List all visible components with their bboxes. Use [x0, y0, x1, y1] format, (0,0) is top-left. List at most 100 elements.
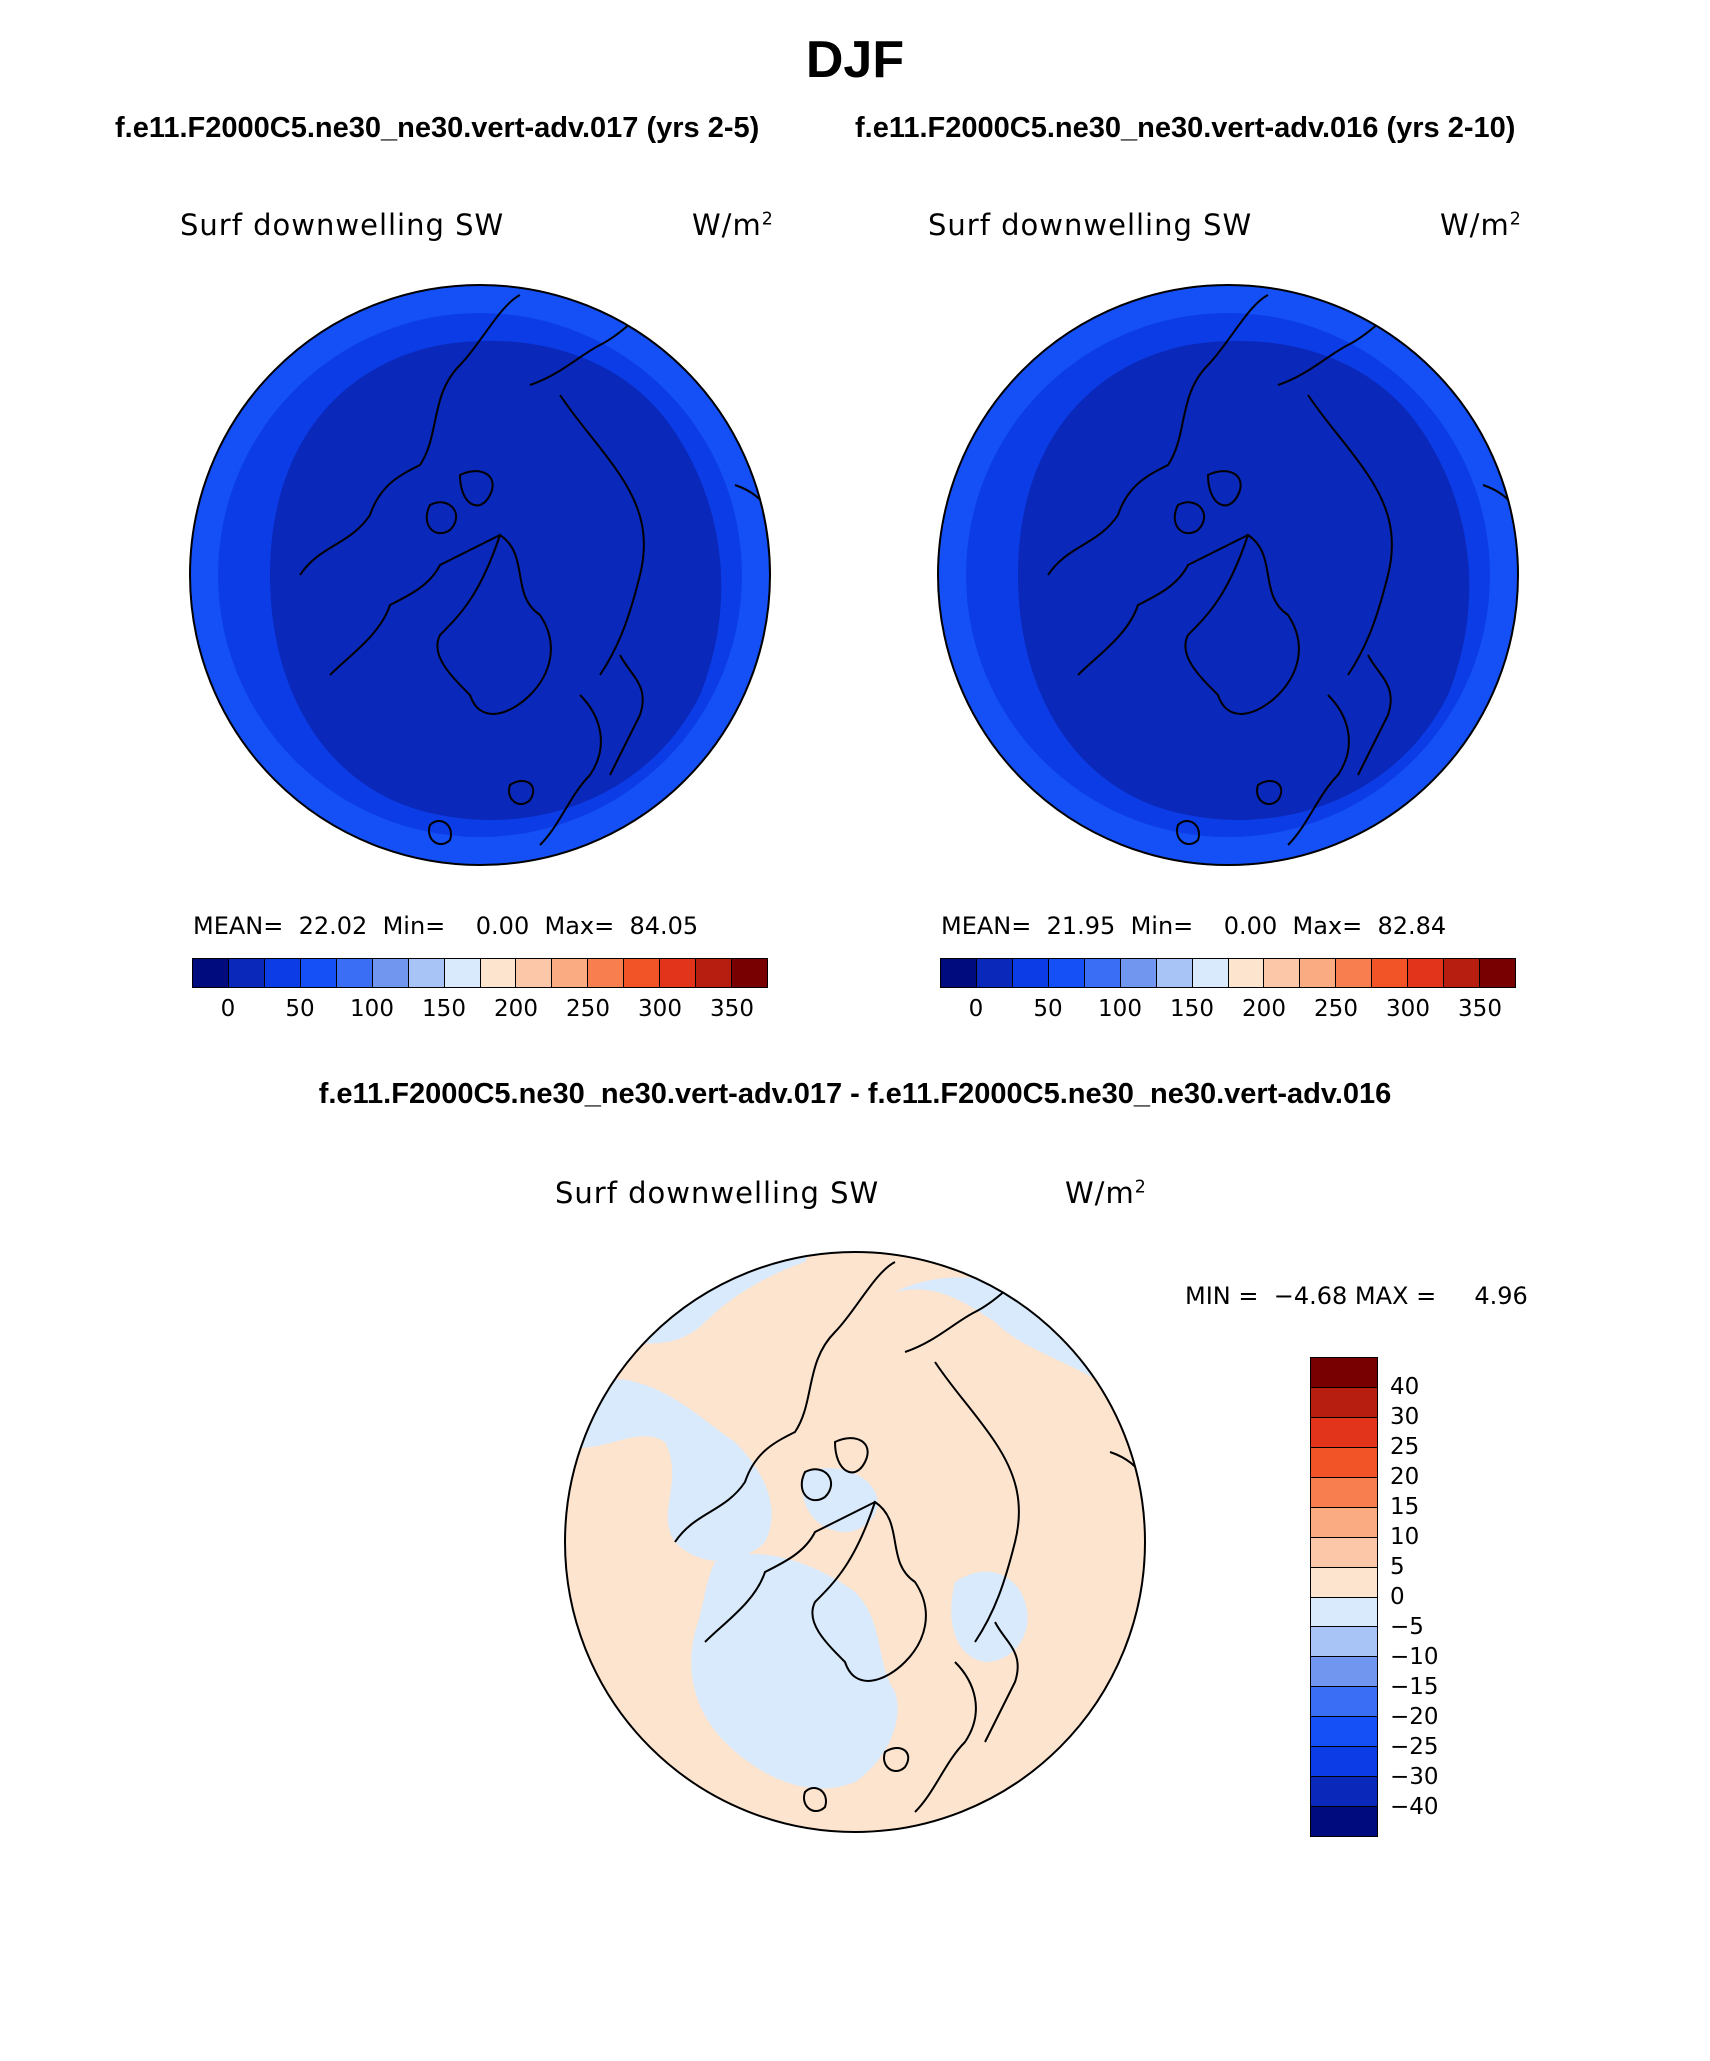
colorbar-swatch — [1480, 959, 1515, 987]
colorbar-swatch — [696, 959, 733, 987]
colorbar-swatch — [1311, 1807, 1377, 1836]
negative-region — [691, 1553, 898, 1789]
colorbar-tick-label: 100 — [350, 996, 394, 1022]
colorbar-swatch — [941, 959, 977, 987]
colorbar-swatch — [264, 959, 301, 987]
map-border — [189, 284, 771, 866]
map-border — [564, 1251, 1146, 1833]
left-variable-label: Surf downwelling SW — [180, 208, 505, 242]
colorbar-swatch — [1311, 1507, 1377, 1538]
colorbar-level-label: 10 — [1390, 1524, 1420, 1550]
colorbar-level-label: 25 — [1390, 1434, 1420, 1460]
colorbar-level-label: 30 — [1390, 1404, 1420, 1430]
left-polar-map — [189, 284, 771, 866]
colorbar-tick-label: 350 — [1458, 996, 1502, 1022]
right-polar-map — [937, 284, 1519, 866]
left-case-title: f.e11.F2000C5.ne30_ne30.vert-adv.017 (yr… — [115, 112, 760, 144]
right-units-label: W/m2 — [1440, 208, 1522, 242]
colorbar-level-label: −30 — [1390, 1764, 1439, 1790]
diff-units-label: W/m2 — [1065, 1176, 1147, 1210]
colorbar-level-label: −15 — [1390, 1674, 1439, 1700]
colorbar-tick-label: 300 — [638, 996, 682, 1022]
right-variable-label: Surf downwelling SW — [928, 208, 1253, 242]
colorbar-swatch — [1311, 1537, 1377, 1568]
coastlines — [1047, 294, 1518, 846]
units-exponent: 2 — [1509, 209, 1522, 230]
colorbar-swatch — [193, 959, 229, 987]
colorbar-swatch — [1228, 959, 1265, 987]
colorbar-level-label: 0 — [1390, 1584, 1405, 1610]
colorbar-swatch — [588, 959, 625, 987]
right-colorbar — [940, 958, 1516, 988]
colorbar-swatch — [1444, 959, 1481, 987]
colorbar-swatch — [1311, 1387, 1377, 1418]
colorbar-level-label: −25 — [1390, 1734, 1439, 1760]
colorbar-level-label: 15 — [1390, 1494, 1420, 1520]
colorbar-swatch — [516, 959, 553, 987]
page-title: DJF — [805, 31, 905, 89]
colorbar-swatch — [1336, 959, 1373, 987]
colorbar-swatch — [976, 959, 1013, 987]
colorbar-swatch — [624, 959, 661, 987]
colorbar-swatch — [1311, 1567, 1377, 1598]
diff-variable-label: Surf downwelling SW — [555, 1176, 880, 1210]
left-colorbar — [192, 958, 768, 988]
right-case-title: f.e11.F2000C5.ne30_ne30.vert-adv.016 (yr… — [855, 112, 1516, 144]
colorbar-swatch — [1156, 959, 1193, 987]
colorbar-swatch — [1311, 1358, 1377, 1388]
units-exponent: 2 — [761, 209, 774, 230]
colorbar-tick-label: 350 — [710, 996, 754, 1022]
difference-polar-map — [564, 1251, 1146, 1833]
colorbar-swatch — [1311, 1627, 1377, 1658]
colorbar-level-label: 40 — [1390, 1374, 1420, 1400]
units-base: W/m — [1440, 208, 1510, 242]
colorbar-swatch — [1311, 1687, 1377, 1718]
colorbar-swatch — [552, 959, 589, 987]
colorbar-swatch — [480, 959, 517, 987]
left-stats: MEAN= 22.02 Min= 0.00 Max= 84.05 — [193, 912, 699, 940]
colorbar-tick-label: 0 — [968, 996, 984, 1022]
negative-region — [565, 1379, 772, 1561]
difference-title: f.e11.F2000C5.ne30_ne30.vert-adv.017 - f… — [318, 1078, 1392, 1110]
coastlines — [299, 294, 770, 846]
colorbar-swatch — [1311, 1657, 1377, 1688]
colorbar-swatch — [228, 959, 265, 987]
units-base: W/m — [692, 208, 762, 242]
colorbar-level-label: −40 — [1390, 1794, 1439, 1820]
colorbar-swatch — [1300, 959, 1337, 987]
colorbar-swatch — [1048, 959, 1085, 987]
deep-field — [1018, 340, 1470, 820]
colorbar-swatch — [1311, 1417, 1377, 1448]
colorbar-swatch — [1264, 959, 1301, 987]
colorbar-tick-label: 250 — [566, 996, 610, 1022]
right-colorbar-ticks: 0 50 100 150 200 250 300 350 — [940, 996, 1516, 1026]
colorbar-swatch — [1311, 1777, 1377, 1808]
colorbar-swatch — [408, 959, 445, 987]
colorbar-tick-label: 0 — [220, 996, 236, 1022]
left-colorbar-ticks: 0 50 100 150 200 250 300 350 — [192, 996, 768, 1026]
colorbar-tick-label: 300 — [1386, 996, 1430, 1022]
colorbar-swatch — [1372, 959, 1409, 987]
colorbar-swatch — [1192, 959, 1229, 987]
units-base: W/m — [1065, 1176, 1135, 1210]
colorbar-tick-label: 150 — [1170, 996, 1214, 1022]
colorbar-swatch — [1311, 1447, 1377, 1478]
colorbar-swatch — [444, 959, 481, 987]
colorbar-swatch — [300, 959, 337, 987]
colorbar-level-label: −20 — [1390, 1704, 1439, 1730]
colorbar-swatch — [1120, 959, 1157, 987]
colorbar-swatch — [1012, 959, 1049, 987]
colorbar-tick-label: 200 — [494, 996, 538, 1022]
colorbar-swatch — [1311, 1597, 1377, 1628]
units-exponent: 2 — [1134, 1177, 1147, 1198]
colorbar-swatch — [372, 959, 409, 987]
difference-colorbar — [1310, 1357, 1378, 1837]
deep-field — [270, 340, 722, 820]
colorbar-level-label: 5 — [1390, 1554, 1405, 1580]
negative-region — [802, 1468, 878, 1532]
colorbar-swatch — [336, 959, 373, 987]
colorbar-swatch — [1311, 1717, 1377, 1748]
colorbar-swatch — [660, 959, 697, 987]
colorbar-level-label: 20 — [1390, 1464, 1420, 1490]
colorbar-swatch — [732, 959, 767, 987]
